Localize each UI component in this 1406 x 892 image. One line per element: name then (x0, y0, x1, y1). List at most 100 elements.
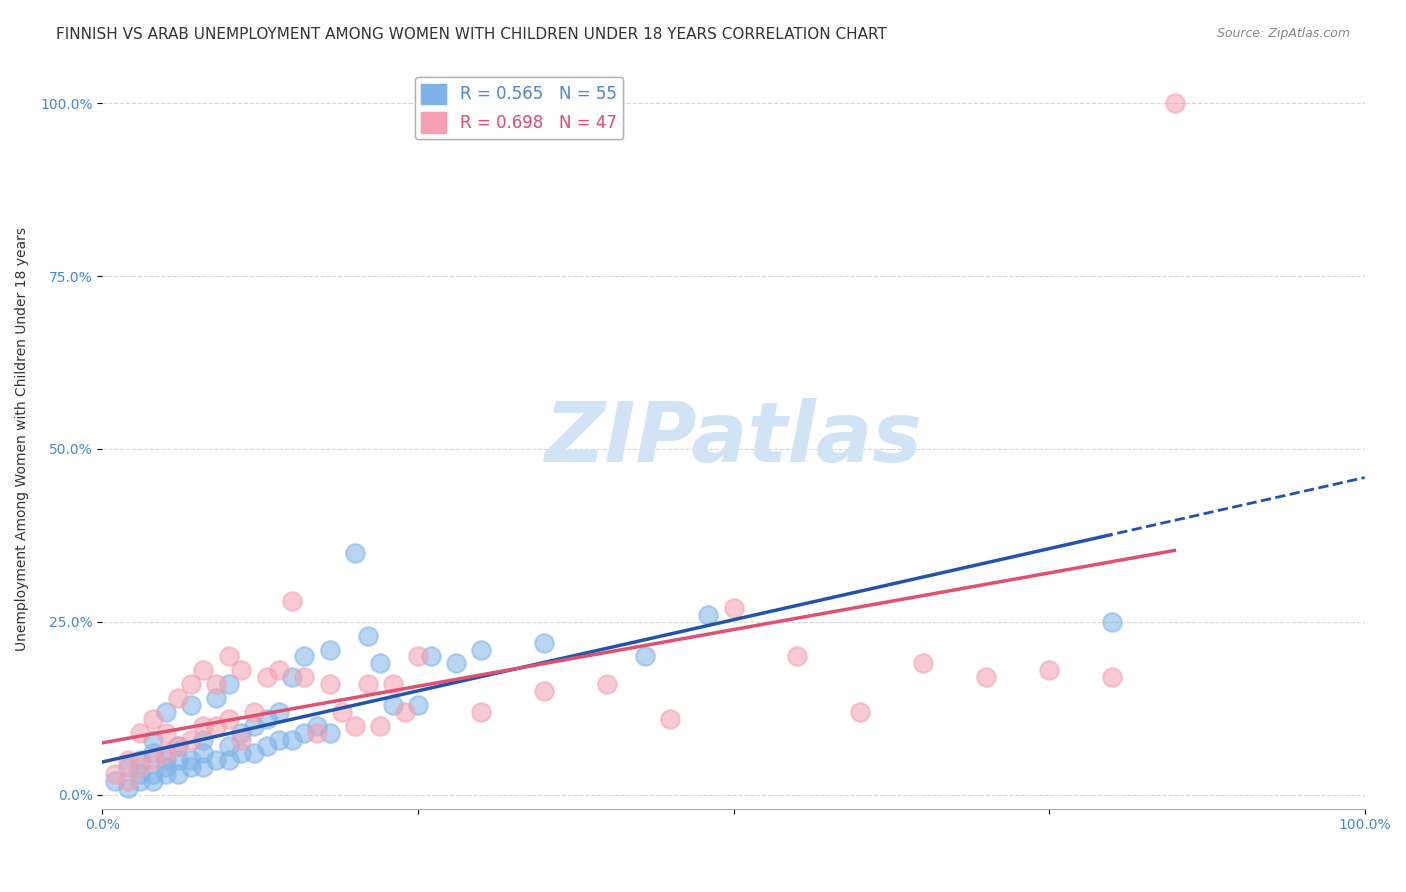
Point (256, 670, 278, 684)
Point (129, 725, 152, 739)
Point (974, 670, 997, 684)
Point (1101, 615, 1123, 629)
Point (167, 767, 190, 781)
Point (180, 698, 202, 712)
Point (318, 725, 340, 739)
Point (117, 760, 139, 774)
Point (218, 753, 240, 767)
Point (330, 705, 353, 719)
Point (406, 649, 429, 664)
Point (343, 546, 366, 560)
Point (406, 698, 429, 712)
Point (193, 747, 215, 761)
Point (231, 747, 253, 761)
Point (256, 739, 278, 754)
Point (142, 753, 165, 767)
Point (142, 767, 165, 781)
Point (155, 767, 177, 781)
Point (356, 677, 378, 691)
Point (305, 725, 328, 739)
Point (305, 719, 328, 733)
Point (167, 739, 190, 754)
Text: Source: ZipAtlas.com: Source: ZipAtlas.com (1216, 27, 1350, 40)
Point (697, 607, 720, 622)
Point (243, 747, 266, 761)
Point (180, 677, 202, 691)
Point (243, 719, 266, 733)
Point (218, 649, 240, 664)
Point (723, 601, 745, 615)
Point (1038, 663, 1060, 677)
Point (294, 725, 316, 739)
Point (294, 649, 316, 664)
Point (180, 753, 202, 767)
Point (849, 705, 872, 719)
Legend: R = 0.565   N = 55, R = 0.698   N = 47: R = 0.565 N = 55, R = 0.698 N = 47 (415, 77, 623, 139)
Point (231, 725, 253, 739)
Text: ZIPatlas: ZIPatlas (544, 398, 922, 479)
Point (1101, 670, 1123, 684)
Point (117, 774, 139, 789)
Point (470, 642, 492, 657)
Point (180, 732, 202, 747)
Text: FINNISH VS ARAB UNEMPLOYMENT AMONG WOMEN WITH CHILDREN UNDER 18 YEARS CORRELATIO: FINNISH VS ARAB UNEMPLOYMENT AMONG WOMEN… (56, 27, 887, 42)
Point (269, 663, 291, 677)
Point (129, 774, 152, 789)
Point (193, 663, 215, 677)
Point (142, 732, 165, 747)
Point (193, 760, 215, 774)
Point (155, 747, 177, 761)
Point (368, 657, 391, 671)
Point (1164, 96, 1187, 111)
Point (281, 594, 304, 608)
Point (381, 677, 404, 691)
Point (231, 663, 253, 677)
Point (368, 719, 391, 733)
Y-axis label: Unemployment Among Women with Children Under 18 years: Unemployment Among Women with Children U… (15, 227, 30, 650)
Point (659, 712, 682, 726)
Point (193, 732, 215, 747)
Point (356, 629, 378, 643)
Point (155, 753, 177, 767)
Point (104, 767, 127, 781)
Point (419, 649, 441, 664)
Point (533, 684, 555, 698)
Point (294, 670, 316, 684)
Point (167, 739, 190, 754)
Point (231, 732, 253, 747)
Point (142, 712, 165, 726)
Point (205, 753, 228, 767)
Point (444, 657, 467, 671)
Point (193, 719, 215, 733)
Point (381, 698, 404, 712)
Point (269, 732, 291, 747)
Point (142, 747, 165, 761)
Point (634, 649, 657, 664)
Point (281, 732, 304, 747)
Point (167, 753, 190, 767)
Point (343, 719, 366, 733)
Point (218, 677, 240, 691)
Point (129, 753, 152, 767)
Point (256, 712, 278, 726)
Point (911, 657, 934, 671)
Point (155, 725, 177, 739)
Point (129, 760, 152, 774)
Point (129, 767, 152, 781)
Point (117, 753, 139, 767)
Point (470, 705, 492, 719)
Point (218, 712, 240, 726)
Point (155, 705, 177, 719)
Point (117, 780, 139, 795)
Point (180, 760, 202, 774)
Point (155, 760, 177, 774)
Point (104, 774, 127, 789)
Point (142, 774, 165, 789)
Point (205, 677, 228, 691)
Point (243, 705, 266, 719)
Point (205, 719, 228, 733)
Point (596, 677, 619, 691)
Point (205, 691, 228, 706)
Point (394, 705, 416, 719)
Point (786, 649, 808, 664)
